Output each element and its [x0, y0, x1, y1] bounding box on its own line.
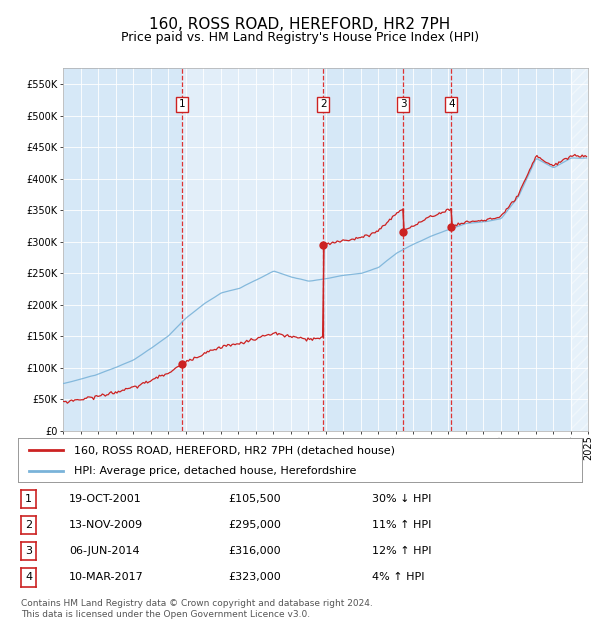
Text: 3: 3	[400, 99, 406, 109]
Text: 19-OCT-2001: 19-OCT-2001	[69, 494, 142, 504]
Bar	[323, 68, 403, 431]
Bar	[451, 68, 588, 431]
Text: 4% ↑ HPI: 4% ↑ HPI	[372, 572, 425, 582]
Text: 10-MAR-2017: 10-MAR-2017	[69, 572, 144, 582]
Bar	[182, 68, 323, 431]
Text: £323,000: £323,000	[228, 572, 281, 582]
Bar	[403, 68, 451, 431]
Text: 160, ROSS ROAD, HEREFORD, HR2 7PH (detached house): 160, ROSS ROAD, HEREFORD, HR2 7PH (detac…	[74, 445, 395, 455]
Text: 4: 4	[25, 572, 32, 582]
Text: 30% ↓ HPI: 30% ↓ HPI	[372, 494, 431, 504]
Bar	[571, 68, 588, 431]
Text: £105,500: £105,500	[228, 494, 281, 504]
Text: 2: 2	[320, 99, 326, 109]
Text: 1: 1	[25, 494, 32, 504]
Text: 12% ↑ HPI: 12% ↑ HPI	[372, 546, 431, 556]
Text: 4: 4	[448, 99, 455, 109]
Text: HPI: Average price, detached house, Herefordshire: HPI: Average price, detached house, Here…	[74, 466, 357, 476]
Text: 06-JUN-2014: 06-JUN-2014	[69, 546, 140, 556]
Text: 160, ROSS ROAD, HEREFORD, HR2 7PH: 160, ROSS ROAD, HEREFORD, HR2 7PH	[149, 17, 451, 32]
Text: 13-NOV-2009: 13-NOV-2009	[69, 520, 143, 530]
Text: 3: 3	[25, 546, 32, 556]
Text: Price paid vs. HM Land Registry's House Price Index (HPI): Price paid vs. HM Land Registry's House …	[121, 31, 479, 44]
Text: 1: 1	[179, 99, 185, 109]
Text: £316,000: £316,000	[228, 546, 281, 556]
Bar	[63, 68, 182, 431]
Text: Contains HM Land Registry data © Crown copyright and database right 2024.
This d: Contains HM Land Registry data © Crown c…	[21, 600, 373, 619]
Text: 11% ↑ HPI: 11% ↑ HPI	[372, 520, 431, 530]
Text: £295,000: £295,000	[228, 520, 281, 530]
Text: 2: 2	[25, 520, 32, 530]
